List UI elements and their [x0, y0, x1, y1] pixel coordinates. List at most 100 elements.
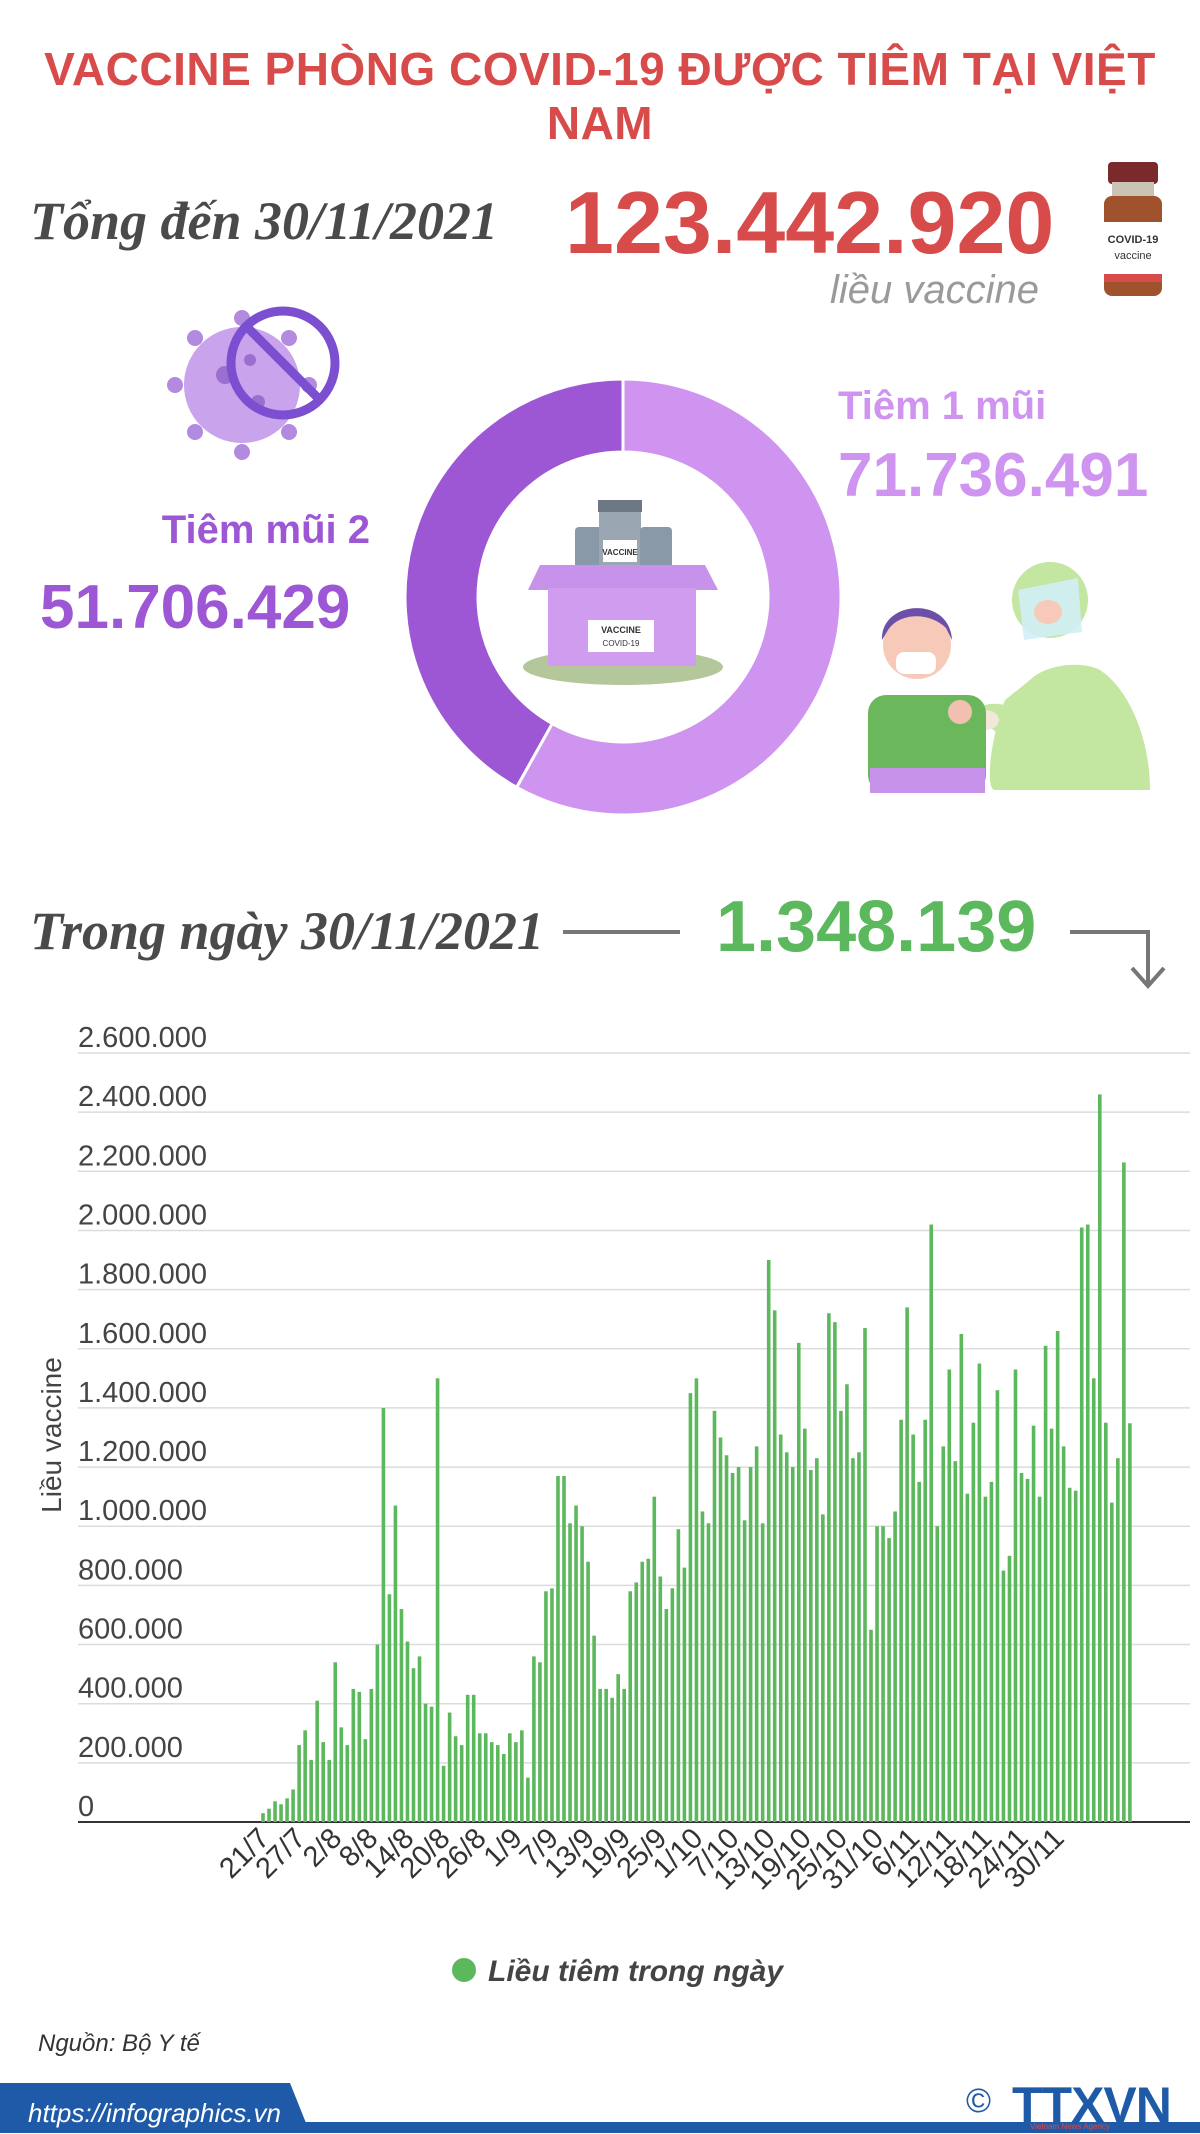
bar: [520, 1730, 524, 1822]
bar: [538, 1662, 542, 1822]
bar: [333, 1662, 338, 1822]
bar: [580, 1526, 584, 1822]
bar: [1128, 1423, 1132, 1822]
bar: [1007, 1555, 1012, 1822]
bar: [760, 1523, 765, 1822]
bar: [953, 1461, 958, 1822]
bar: [977, 1363, 982, 1822]
bar: [1097, 1094, 1102, 1822]
bar: [345, 1745, 350, 1822]
bar: [399, 1609, 404, 1822]
bar: [465, 1694, 470, 1822]
legend-dot-icon: [452, 1958, 476, 1982]
bar: [441, 1765, 446, 1822]
y-axis-ticks: 0 200.000 400.000 600.000 800.000 1.000.000 1.…: [78, 1022, 207, 1823]
bar: [387, 1594, 392, 1822]
y-tick-label: 200.000: [78, 1732, 183, 1764]
daily-value: 1.348.139: [716, 887, 1037, 967]
bar: [495, 1745, 500, 1822]
bar: [417, 1656, 422, 1822]
bar: [508, 1733, 512, 1822]
bar: [1067, 1487, 1072, 1822]
total-unit: liều vaccine: [830, 268, 1040, 312]
y-tick-label: 1.000.000: [78, 1495, 207, 1527]
y-tick-label: 1.200.000: [78, 1436, 207, 1468]
bar: [598, 1688, 602, 1822]
bar: [568, 1523, 572, 1822]
bar: [1055, 1331, 1060, 1822]
bar: [339, 1727, 344, 1822]
vial-text: COVID-19: [1108, 234, 1159, 246]
bar: [995, 1390, 1000, 1822]
bar: [471, 1694, 476, 1822]
bar: [411, 1668, 416, 1822]
legend-label: Liều tiêm trong ngày: [488, 1955, 784, 1988]
bar: [646, 1558, 651, 1822]
bar: [815, 1458, 819, 1822]
bar: [754, 1446, 759, 1822]
bar: [586, 1561, 590, 1822]
bar: [851, 1458, 855, 1822]
bar: [845, 1384, 849, 1822]
bar: [688, 1393, 693, 1822]
bar: [796, 1342, 801, 1822]
bar: [971, 1422, 976, 1822]
bar: [502, 1753, 506, 1822]
bar: [303, 1730, 307, 1822]
bar: [965, 1493, 970, 1822]
bar: [935, 1526, 940, 1822]
bar: [682, 1567, 687, 1822]
bar: [489, 1742, 494, 1822]
website-link[interactable]: https://infographics.vn: [28, 2098, 281, 2128]
y-tick-label: 600.000: [78, 1614, 183, 1646]
bar: [459, 1745, 464, 1822]
bar: [1025, 1478, 1030, 1822]
bar: [700, 1511, 705, 1822]
daily-label: Trong ngày 30/11/2021: [30, 901, 545, 961]
y-tick-label: 800.000: [78, 1554, 183, 1586]
bar: [803, 1428, 807, 1822]
bar: [544, 1591, 548, 1822]
bar: [706, 1523, 711, 1822]
prohibition-icon: [226, 306, 340, 420]
bar: [766, 1260, 771, 1822]
bar: [405, 1641, 410, 1822]
y-tick-label: 2.600.000: [78, 1022, 207, 1054]
bar: [1079, 1227, 1084, 1822]
box-sublabel: COVID-19: [603, 639, 640, 648]
bar: [423, 1703, 428, 1822]
bar: [562, 1475, 566, 1822]
bar: [363, 1739, 368, 1822]
bar-series: [261, 1094, 1132, 1822]
bar: [297, 1745, 301, 1822]
bar: [526, 1777, 530, 1822]
bar: [628, 1591, 633, 1822]
y-tick-label: 400.000: [78, 1673, 183, 1705]
total-value: 123.442.920: [565, 173, 1055, 272]
bar: [291, 1789, 295, 1822]
bar: [809, 1470, 813, 1822]
bar: [574, 1505, 578, 1822]
bar: [604, 1688, 608, 1822]
bar: [1104, 1422, 1108, 1822]
bar: [833, 1322, 837, 1822]
bar: [357, 1691, 362, 1822]
vaccine-box-icon: VACCINE VACCINE COVID-19: [523, 500, 723, 685]
bar: [1116, 1458, 1120, 1822]
page-title: VACCINE PHÒNG COVID-19 ĐƯỢC TIÊM TẠI VIỆ…: [44, 43, 1156, 149]
bar: [550, 1588, 554, 1822]
bar: [616, 1674, 620, 1822]
bar: [315, 1700, 319, 1822]
bar: [947, 1369, 952, 1822]
bar: [1043, 1345, 1048, 1822]
bar: [369, 1688, 374, 1822]
box-label: VACCINE: [601, 625, 641, 635]
bar: [923, 1419, 927, 1822]
bar: [730, 1472, 735, 1822]
bar: [375, 1644, 380, 1822]
dose1-value: 71.736.491: [838, 441, 1149, 510]
bar: [778, 1434, 783, 1822]
bar: [1110, 1502, 1114, 1822]
bar: [881, 1526, 885, 1822]
source-text: Nguồn: Bộ Y tế: [38, 2030, 200, 2057]
